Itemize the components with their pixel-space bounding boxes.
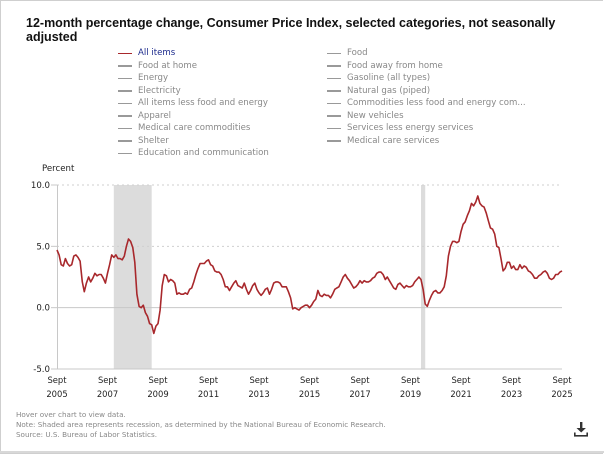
legend-item[interactable]: Shelter <box>118 135 269 148</box>
legend-label: Energy <box>138 73 169 83</box>
recession-shade <box>113 185 152 369</box>
x-tick-label-month: Sept <box>199 375 219 385</box>
legend-label: Education and communication <box>138 148 269 158</box>
legend-label: Commodities less food and energy com... <box>347 98 526 108</box>
legend-swatch <box>118 102 132 104</box>
legend-item[interactable]: Medical care commodities <box>118 122 269 135</box>
legend-swatch <box>118 140 132 142</box>
legend-item[interactable]: Medical care services <box>327 135 526 148</box>
download-button[interactable] <box>572 420 590 438</box>
legend-label: Electricity <box>138 85 181 96</box>
y-tick-label: 5.0 <box>36 242 50 252</box>
x-tick-label-year: 2021 <box>450 389 471 399</box>
legend-item[interactable]: Commodities less food and energy com... <box>327 97 526 110</box>
x-tick-label-month: Sept <box>502 375 522 385</box>
legend-swatch <box>327 115 341 117</box>
legend-label: Food away from home <box>347 60 443 71</box>
line-chart[interactable]: 10.05.00.0-5.0Sept2005Sept2007Sept2009Se… <box>0 0 604 410</box>
x-tick-label-year: 2017 <box>349 389 370 399</box>
panel-bottom-border <box>0 451 604 453</box>
legend-label: Apparel <box>138 110 172 121</box>
y-tick-label: 0.0 <box>36 304 50 314</box>
legend-item[interactable]: Natural gas (piped) <box>327 85 526 98</box>
legend-swatch <box>118 115 132 117</box>
x-tick-label-year: 2019 <box>400 389 421 399</box>
legend-swatch <box>118 65 132 67</box>
x-tick-label-month: Sept <box>300 375 320 385</box>
x-tick-label-year: 2011 <box>198 389 219 399</box>
source-note: Source: U.S. Bureau of Labor Statistics. <box>16 430 157 439</box>
legend-label: Food at home <box>138 60 198 71</box>
legend-item[interactable]: Services less energy services <box>327 122 526 135</box>
legend-label: Gasoline (all types) <box>347 73 431 83</box>
legend-label: All items less food and energy <box>138 98 268 108</box>
legend-swatch <box>327 52 341 54</box>
legend-item[interactable]: Food at home <box>118 60 269 73</box>
x-tick-label-month: Sept <box>47 375 67 385</box>
x-tick-label-year: 2009 <box>147 389 168 399</box>
x-tick-label-year: 2015 <box>299 389 320 399</box>
legend-swatch <box>327 65 341 67</box>
x-tick-label-year: 2005 <box>46 389 67 399</box>
legend-left-column: All items Food at home Energy Electricity Al… <box>118 47 269 160</box>
x-tick-label-month: Sept <box>552 375 572 385</box>
legend-item[interactable]: Education and communication <box>118 147 269 160</box>
legend-swatch <box>118 77 132 79</box>
legend-item[interactable]: Food away from home <box>327 60 526 73</box>
legend-label: Shelter <box>138 135 169 146</box>
x-tick-label-month: Sept <box>148 375 168 385</box>
y-tick-label: -5.0 <box>33 365 50 375</box>
legend-swatch <box>118 152 132 154</box>
legend-item[interactable]: Gasoline (all types) <box>327 72 526 85</box>
legend-swatch <box>327 102 341 104</box>
legend-item[interactable]: New vehicles <box>327 110 526 123</box>
legend-label: Natural gas (piped) <box>347 85 431 96</box>
x-tick-label-year: 2025 <box>551 389 572 399</box>
legend-label: Medical care commodities <box>138 123 251 133</box>
x-tick-label-year: 2023 <box>501 389 522 399</box>
chart-footer: Hover over chart to view data. Note: Sha… <box>16 410 386 440</box>
legend-item[interactable]: Electricity <box>118 85 269 98</box>
x-tick-label-month: Sept <box>451 375 471 385</box>
x-tick-label-year: 2013 <box>248 389 269 399</box>
legend-swatch <box>327 77 341 79</box>
legend-item[interactable]: All items less food and energy <box>118 97 269 110</box>
recession-shade <box>421 185 426 369</box>
recession-note: Note: Shaded area represents recession, … <box>16 420 386 429</box>
legend-swatch <box>118 127 132 129</box>
legend-item[interactable]: All items <box>118 47 269 60</box>
y-tick-label: 10.0 <box>31 181 50 191</box>
legend-swatch <box>327 140 341 142</box>
y-axis-label: Percent <box>42 164 75 174</box>
legend-item[interactable]: Apparel <box>118 110 269 123</box>
legend-right-column: Food Food away from home Gasoline (all typ… <box>327 47 526 147</box>
hover-note: Hover over chart to view data. <box>16 410 126 419</box>
x-tick-label-month: Sept <box>249 375 269 385</box>
legend-item[interactable]: Energy <box>118 72 269 85</box>
legend-label: Food <box>347 48 368 58</box>
legend-label: Medical care services <box>347 135 440 146</box>
x-tick-label-month: Sept <box>350 375 370 385</box>
series-line-all-items[interactable] <box>56 195 563 335</box>
x-tick-label-month: Sept <box>401 375 421 385</box>
legend-label: All items <box>138 48 176 58</box>
legend-swatch <box>118 90 132 92</box>
legend-swatch <box>327 127 341 129</box>
legend-swatch <box>118 52 132 54</box>
legend-swatch <box>327 90 341 92</box>
x-tick-label-year: 2007 <box>97 389 118 399</box>
legend-item[interactable]: Food <box>327 47 526 60</box>
legend-label: Services less energy services <box>347 123 474 133</box>
download-icon <box>574 422 588 437</box>
legend-label: New vehicles <box>347 110 404 121</box>
chart-title: 12-month percentage change, Consumer Pri… <box>26 16 556 44</box>
x-tick-label-month: Sept <box>98 375 118 385</box>
